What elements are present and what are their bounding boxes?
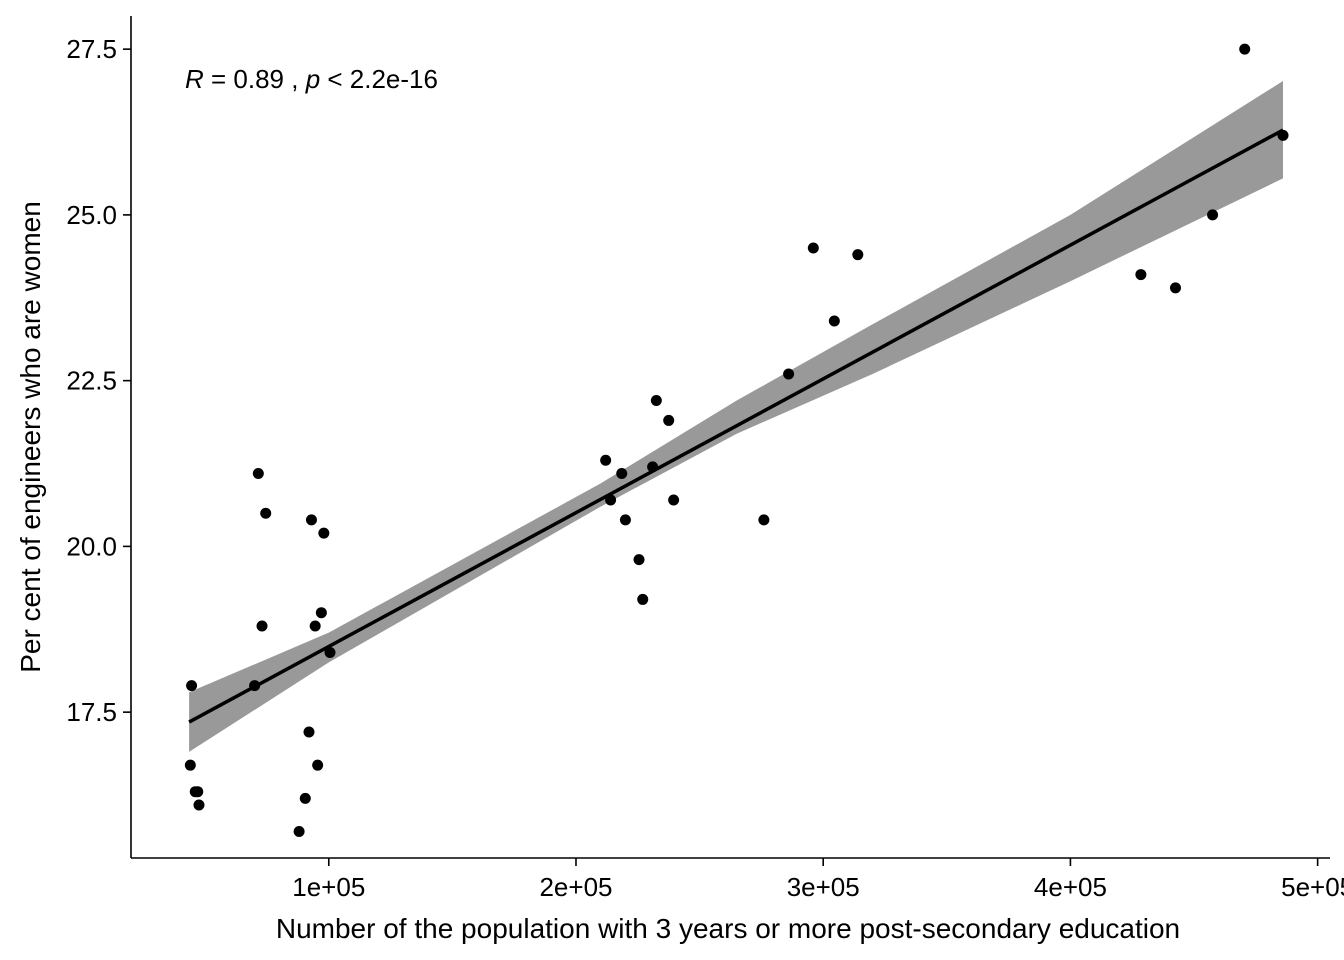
data-point [807,242,819,254]
data-point [637,593,649,605]
data-point [1207,209,1219,221]
regression-line-layer [188,128,1284,724]
x-tick-label: 3e+05 [787,872,860,902]
data-point [616,467,628,479]
x-tick-label: 2e+05 [539,872,612,902]
data-point [299,792,311,804]
data-point [315,607,327,619]
r-symbol: R [185,64,204,94]
data-point [186,680,198,692]
r-value: = 0.89 , [204,64,306,94]
data-point [647,461,659,473]
confidence-band [189,81,1284,752]
correlation-annotation: R = 0.89 , p < 2.2e-16 [185,64,438,94]
data-points-layer [184,43,1289,837]
data-point [1239,43,1251,55]
data-point [633,554,645,566]
x-axis-title: Number of the population with 3 years or… [276,913,1180,944]
data-point [600,454,612,466]
data-point [1135,269,1147,281]
data-point [324,646,336,658]
data-point [252,467,264,479]
data-point [309,620,321,632]
p-symbol: p [305,64,320,94]
y-tick-label: 22.5 [66,366,117,396]
data-point [668,494,680,506]
y-tick-label: 20.0 [66,531,117,561]
data-point [293,825,305,837]
data-point [852,249,864,261]
data-point [193,799,205,811]
data-point [783,368,795,380]
data-point [1169,282,1181,294]
data-point [305,514,317,526]
x-tick-label: 5e+05 [1281,872,1344,902]
regression-line [188,128,1284,724]
axes-layer: 1e+05 2e+05 3e+05 4e+05 5e+05 17.5 20.0 22.5 25.… [66,16,1344,902]
y-tick-label: 27.5 [66,34,117,64]
confidence-band-layer [189,81,1284,752]
p-value: < 2.2e-16 [320,64,438,94]
data-point [318,527,330,539]
data-point [184,759,196,771]
y-tick-label: 17.5 [66,697,117,727]
data-point [650,395,662,407]
data-point [619,514,631,526]
data-point [256,620,268,632]
y-axis-title: Per cent of engineers who are women [15,201,46,673]
data-point [1277,129,1289,141]
data-point [260,507,272,519]
data-point [192,786,204,798]
data-point [303,726,315,738]
data-point [758,514,770,526]
data-point [605,494,617,506]
x-tick-label: 4e+05 [1034,872,1107,902]
data-point [828,315,840,327]
data-point [312,759,324,771]
x-tick-label: 1e+05 [292,872,365,902]
data-point [663,414,675,426]
y-tick-label: 25.0 [66,200,117,230]
data-point [249,680,261,692]
